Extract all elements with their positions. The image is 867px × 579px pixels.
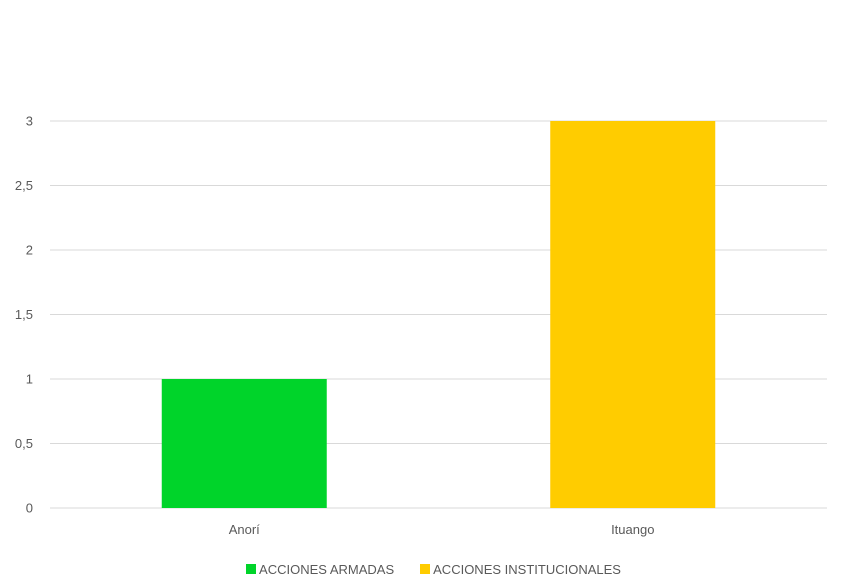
legend: ACCIONES ARMADAS ACCIONES INSTITUCIONALE… — [0, 559, 867, 579]
y-axis-tick-labels: 0 0,5 1 1,5 2 2,5 3 — [15, 114, 33, 516]
legend-label-acciones-institucionales: ACCIONES INSTITUCIONALES — [433, 561, 621, 577]
x-axis-category-labels: Anorí Ituango — [229, 522, 655, 537]
bar-ituango — [550, 121, 716, 508]
y-tick-label: 0,5 — [15, 436, 33, 451]
x-category-label: Anorí — [229, 522, 260, 537]
legend-item-acciones-institucionales: ACCIONES INSTITUCIONALES — [420, 559, 621, 579]
y-tick-label: 2,5 — [15, 178, 33, 193]
legend-swatch-acciones-institucionales — [420, 564, 431, 574]
legend-label-acciones-armadas: ACCIONES ARMADAS — [259, 561, 395, 577]
bars — [161, 121, 716, 508]
y-tick-label: 2 — [26, 243, 33, 258]
y-tick-label: 0 — [26, 501, 33, 516]
legend-swatch-acciones-armadas — [246, 564, 257, 574]
x-category-label: Ituango — [611, 522, 654, 537]
y-tick-label: 1 — [26, 372, 33, 387]
bar-anori — [161, 379, 327, 508]
y-tick-label: 3 — [26, 114, 33, 129]
y-tick-label: 1,5 — [15, 307, 33, 322]
legend-item-acciones-armadas: ACCIONES ARMADAS — [246, 559, 394, 579]
